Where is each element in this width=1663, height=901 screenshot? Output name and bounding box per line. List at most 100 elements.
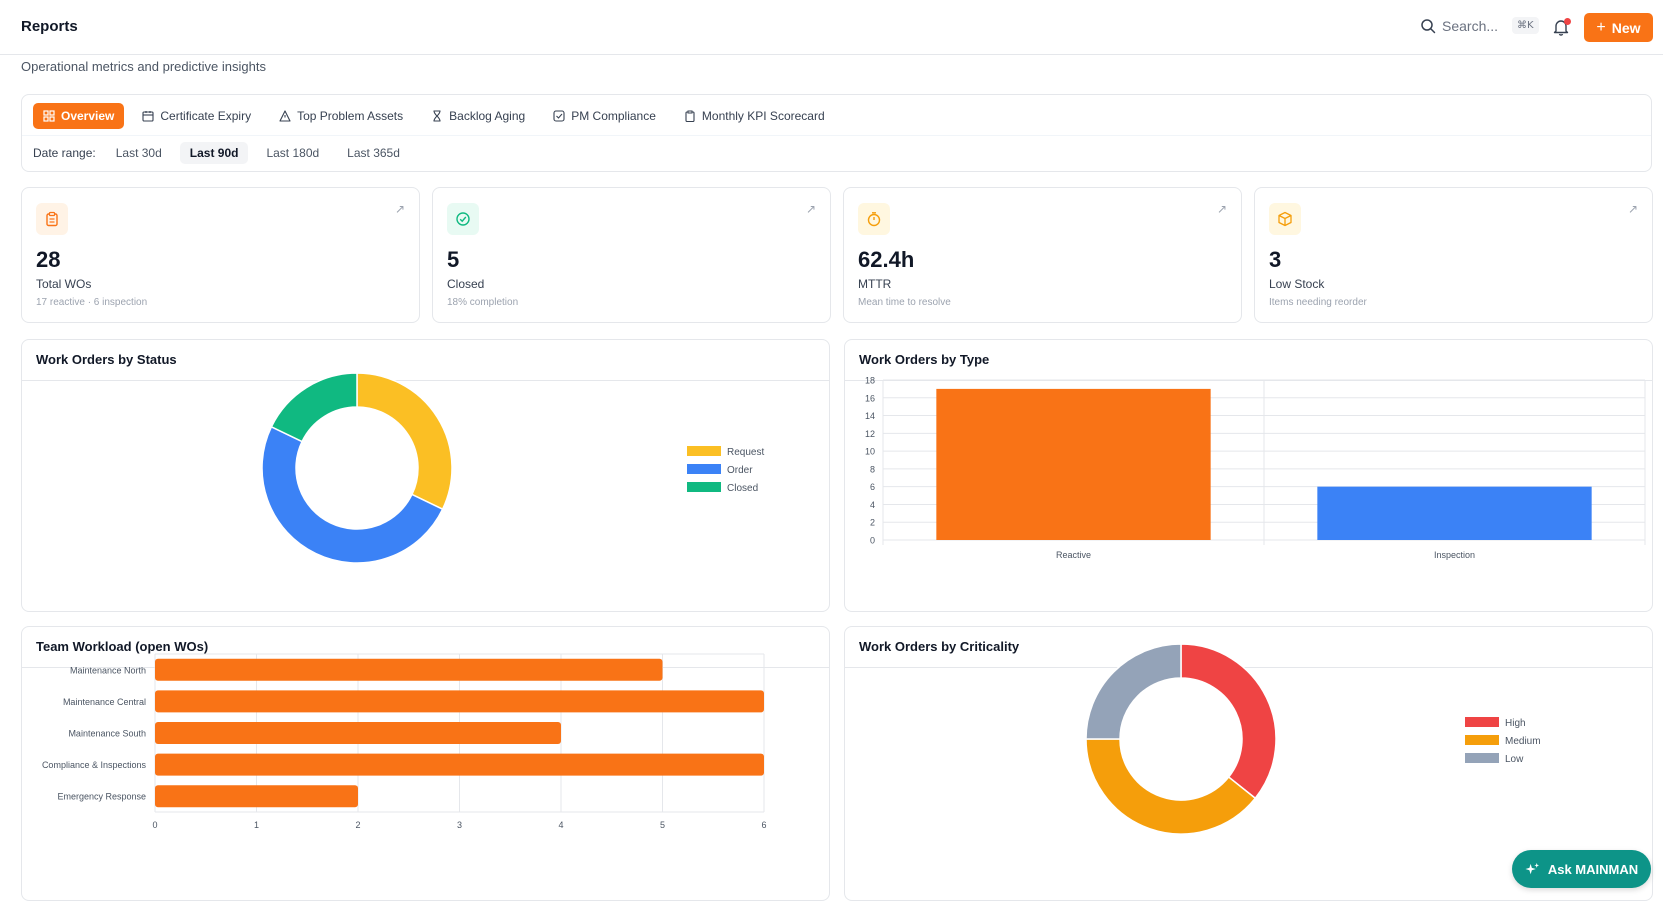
bar — [155, 753, 764, 776]
hourglass-icon — [433, 110, 441, 122]
y-tick-label: 14 — [865, 411, 875, 421]
bar — [155, 690, 764, 713]
kpi-card-low-stock[interactable]: ↗ 3 Low Stock Items needing reorder — [1254, 187, 1653, 323]
legend-label: Order — [727, 465, 753, 476]
y-tick-label: Emergency Response — [57, 792, 146, 802]
kpi-card-total-wos[interactable]: ↗ 28 Total WOs 17 reactive · 6 inspectio… — [21, 187, 420, 323]
divider — [845, 667, 1652, 668]
team-workload-bar-chart: 0 1 2 3 4 5 6 Maintenance North Maintenance Cent… — [42, 653, 767, 830]
status-donut-chart: Request Order Closed — [261, 372, 764, 564]
ask-assistant-label: Ask MAINMAN — [1547, 861, 1639, 877]
legend-label: Closed — [727, 483, 758, 494]
kpi-label: Closed — [447, 277, 485, 291]
range-option-90d[interactable]: Last 90d — [179, 142, 249, 164]
pie-slice — [1085, 738, 1257, 835]
y-tick-label: 6 — [870, 482, 875, 492]
bar — [1317, 486, 1592, 540]
tab-overview[interactable]: Overview — [33, 103, 125, 129]
bell-icon[interactable] — [1551, 17, 1571, 37]
y-tick-label: 10 — [865, 447, 875, 457]
kpi-icon-box — [36, 203, 68, 235]
kpi-label: Low Stock — [1269, 277, 1325, 291]
clipboard-icon — [685, 110, 695, 122]
notification-dot — [1564, 18, 1571, 25]
legend-swatch — [687, 464, 721, 474]
x-tick-label: 1 — [254, 820, 259, 830]
search-placeholder: Search... — [1442, 17, 1499, 34]
check-square-icon — [553, 110, 565, 122]
legend-label: Low — [1505, 754, 1524, 765]
range-option-180d[interactable]: Last 180d — [266, 146, 320, 160]
plus-icon: + — [1596, 18, 1606, 36]
kpi-card-mttr[interactable]: ↗ 62.4h MTTR Mean time to resolve — [843, 187, 1242, 323]
bar — [936, 388, 1211, 540]
legend-swatch — [687, 446, 721, 456]
x-tick-label: 6 — [761, 820, 766, 830]
pie-slice — [356, 372, 453, 511]
panel-title: Work Orders by Criticality — [859, 639, 1020, 654]
top-bar: Reports Search... ⌘K + New — [0, 0, 1663, 55]
kpi-subtext: 18% completion — [447, 297, 519, 308]
report-tabs-card: Overview Certificate Expiry Top Problem … — [21, 94, 1652, 172]
grid-icon — [43, 110, 55, 122]
legend-swatch — [1465, 717, 1499, 727]
tab-pm-compliance[interactable]: PM Compliance — [543, 103, 666, 129]
kpi-icon-box — [447, 203, 479, 235]
pie-slice — [261, 425, 444, 564]
x-tick-label: 2 — [355, 820, 360, 830]
tab-certificate-expiry[interactable]: Certificate Expiry — [132, 103, 261, 129]
kpi-value: 28 — [36, 247, 61, 272]
legend-swatch — [1465, 735, 1499, 745]
tab-label: Top Problem Assets — [297, 109, 404, 123]
y-tick-label: Compliance & Inspections — [42, 760, 147, 770]
y-tick-label: 16 — [865, 393, 875, 403]
range-option-30d[interactable]: Last 30d — [115, 146, 162, 160]
tab-monthly-kpi-scorecard[interactable]: Monthly KPI Scorecard — [674, 103, 835, 129]
kpi-value: 5 — [447, 247, 460, 272]
package-icon — [1278, 211, 1292, 227]
tab-label: Overview — [61, 109, 115, 123]
new-button[interactable]: + New — [1584, 13, 1653, 42]
ask-assistant-button[interactable]: Ask MAINMAN — [1512, 850, 1651, 888]
panel-title: Work Orders by Status — [36, 352, 177, 367]
tab-backlog-aging[interactable]: Backlog Aging — [421, 103, 535, 129]
warning-icon — [279, 110, 291, 122]
tab-label: PM Compliance — [571, 109, 656, 123]
y-tick-label: 2 — [870, 518, 875, 528]
divider — [22, 380, 829, 381]
arrow-up-right-icon: ↗ — [805, 202, 816, 216]
legend-label: High — [1505, 718, 1526, 729]
kpi-card-closed[interactable]: ↗ 5 Closed 18% completion — [432, 187, 831, 323]
divider — [22, 135, 1651, 136]
y-tick-label: 0 — [870, 536, 875, 546]
x-tick-label: Reactive — [1056, 550, 1091, 560]
arrow-up-right-icon: ↗ — [394, 202, 405, 216]
range-option-365d[interactable]: Last 365d — [347, 146, 400, 160]
legend-swatch — [687, 482, 721, 492]
search-shortcut: ⌘K — [1512, 17, 1539, 34]
x-tick-label: 0 — [152, 820, 157, 830]
panel-title: Work Orders by Type — [859, 352, 990, 367]
report-tabs: Overview Certificate Expiry Top Problem … — [33, 103, 843, 129]
search-box[interactable]: Search... ⌘K — [1420, 17, 1539, 34]
bar — [155, 658, 663, 681]
check-circle-icon — [456, 212, 470, 226]
search-icon — [1421, 18, 1436, 33]
y-tick-label: 12 — [865, 429, 875, 439]
new-button-label: New — [1611, 19, 1641, 36]
y-tick-label: 8 — [870, 464, 875, 474]
pie-slice — [1085, 643, 1182, 740]
y-tick-label: 4 — [870, 500, 875, 510]
legend-swatch — [1465, 753, 1499, 763]
type-bar-chart: 0 2 4 6 8 10 12 14 16 18 Reactive Inspection — [865, 376, 1646, 560]
pie-slice — [270, 372, 358, 443]
tab-top-problem-assets[interactable]: Top Problem Assets — [269, 103, 413, 129]
panel-wo-by-type: Work Orders by Type 0 2 4 6 8 10 12 14 16 18 React… — [844, 339, 1653, 612]
kpi-label: Total WOs — [36, 277, 92, 291]
tab-label: Certificate Expiry — [160, 109, 252, 123]
kpi-subtext: Items needing reorder — [1269, 297, 1367, 308]
y-tick-label: 18 — [865, 376, 875, 386]
panel-title: Team Workload (open WOs) — [36, 639, 209, 654]
clipboard-icon — [46, 211, 58, 227]
legend-label: Medium — [1505, 736, 1541, 747]
